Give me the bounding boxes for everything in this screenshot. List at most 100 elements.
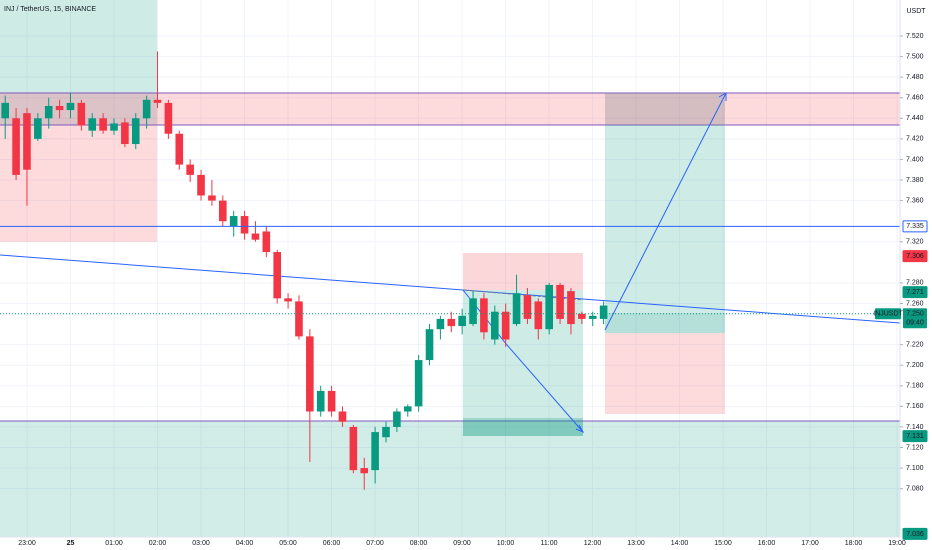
candle-body [349, 426, 358, 471]
candle-body [164, 102, 173, 134]
candle-body [316, 390, 325, 412]
candle-body [567, 291, 575, 325]
y-tick-label: 7.400 [906, 156, 924, 163]
y-tick-label: 7.220 [906, 341, 924, 348]
candle-body [425, 329, 434, 361]
zone-green [0, 421, 900, 537]
position-target [605, 93, 725, 125]
position-target [463, 418, 583, 436]
price-label-box [902, 527, 928, 540]
x-tick-label: 16:00 [758, 540, 776, 547]
zone-red [157, 93, 900, 125]
y-tick-label: 7.260 [906, 300, 924, 307]
x-tick-label: 08:00 [410, 540, 428, 547]
y-tick-label: 7.140 [906, 424, 924, 431]
candle-body [327, 390, 336, 412]
candle-body [142, 99, 151, 119]
price-label-box [902, 286, 928, 299]
candle-body [55, 105, 64, 111]
candle-body [186, 164, 194, 175]
price-label: 7.036 [906, 531, 924, 538]
x-tick-label: 07:00 [366, 540, 384, 547]
candle-body [77, 102, 86, 126]
x-tick-label: 23:00 [18, 540, 36, 547]
zone-green [0, 0, 157, 93]
y-tick-label: 7.120 [906, 444, 924, 451]
x-tick-label: 04:00 [236, 540, 254, 547]
candle-body [110, 123, 118, 131]
candle-body [447, 318, 456, 327]
y-tick-label: 7.480 [906, 74, 924, 81]
candle-body [436, 318, 445, 330]
price-label: 7.271 [906, 289, 924, 296]
candle-body [295, 301, 303, 337]
candles [1, 51, 608, 490]
candle-body [219, 200, 227, 222]
y-tick-label: 7.320 [906, 239, 924, 246]
x-tick-label: 09:00 [453, 540, 471, 547]
y-tick-label: 7.180 [906, 383, 924, 390]
candle-body [88, 118, 97, 131]
x-tick-label: 18:00 [845, 540, 863, 547]
arrow-head [575, 424, 585, 434]
candle-body [66, 102, 75, 111]
x-tick-label: 19:00 [888, 540, 906, 547]
x-tick-label: 14:00 [671, 540, 689, 547]
last-price-box [903, 308, 927, 329]
candle-body [403, 406, 412, 412]
y-tick-label: 7.500 [906, 53, 924, 60]
x-tick-label: 17:00 [801, 540, 819, 547]
candle-body [197, 174, 205, 196]
chart-title: INJ / TetherUS, 15, BINANCE [4, 6, 96, 13]
x-tick-label: 25 [67, 540, 75, 547]
candle-body [382, 426, 390, 438]
last-price-label: 7.250 [906, 311, 924, 318]
x-tick-label: 11:00 [541, 540, 558, 547]
candle-body [23, 113, 31, 170]
candle-body [240, 216, 249, 234]
x-tick-label: 10:00 [497, 540, 515, 547]
arrow-head [718, 92, 727, 101]
candle-body [251, 233, 260, 240]
candle-body [414, 360, 423, 407]
candle-body [175, 133, 184, 165]
y-tick-label: 7.420 [906, 136, 924, 143]
candle-body [371, 432, 379, 471]
candle-body [306, 336, 314, 412]
y-tick-label: 7.360 [906, 197, 924, 204]
candle-body [545, 284, 553, 330]
countdown: 09:40 [906, 320, 924, 327]
candle-body [99, 118, 107, 131]
candle-body [534, 301, 543, 330]
y-tick-label: 7.080 [906, 485, 924, 492]
grid [0, 0, 900, 537]
price-axis [900, 0, 932, 550]
candle-body [523, 295, 532, 319]
x-tick-label: 05:00 [279, 540, 297, 547]
last-price-name-box [875, 308, 901, 320]
x-tick-label: 03:00 [192, 540, 210, 547]
drawings [0, 0, 901, 537]
position-entry [605, 313, 725, 333]
price-label: 7.335 [906, 223, 924, 230]
candle-body [12, 118, 20, 175]
x-tick-label: 02:00 [149, 540, 167, 547]
candle-body [284, 298, 292, 302]
candle-body [34, 118, 42, 139]
candle-body [338, 411, 347, 422]
candle-body [512, 293, 521, 325]
candle-body [458, 315, 466, 327]
x-tick-label: 01:00 [105, 540, 123, 547]
y-tick-label: 7.160 [906, 403, 924, 410]
x-tick-label: 13:00 [627, 540, 645, 547]
last-price-name: INJUSDT [873, 311, 903, 318]
candle-body [393, 411, 401, 427]
price-label: 7.306 [906, 253, 924, 260]
overlay [0, 225, 900, 315]
position-target [605, 125, 725, 313]
y-tick-label: 7.460 [906, 95, 924, 102]
y-tick-label: 7.520 [906, 33, 924, 40]
arrow [462, 289, 584, 433]
